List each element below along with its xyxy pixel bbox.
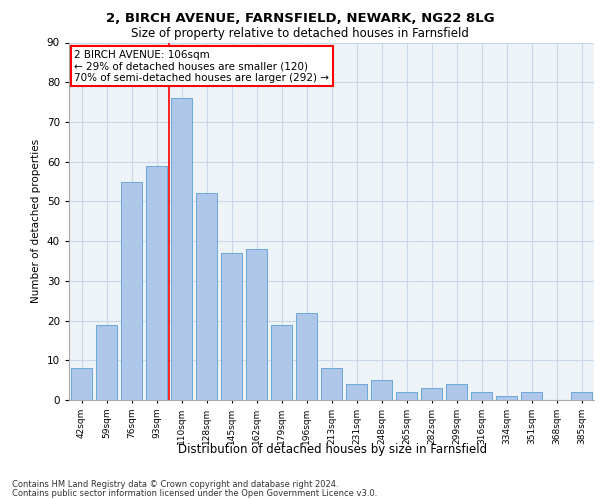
Bar: [146, 166, 167, 400]
Bar: [321, 368, 342, 400]
Bar: [371, 380, 392, 400]
Bar: [446, 384, 467, 400]
Bar: [471, 392, 492, 400]
Bar: [496, 396, 517, 400]
Bar: [96, 324, 117, 400]
Bar: [571, 392, 592, 400]
Bar: [346, 384, 367, 400]
Text: 2 BIRCH AVENUE: 106sqm
← 29% of detached houses are smaller (120)
70% of semi-de: 2 BIRCH AVENUE: 106sqm ← 29% of detached…: [74, 50, 329, 83]
Bar: [221, 253, 242, 400]
Bar: [121, 182, 142, 400]
Bar: [246, 249, 267, 400]
Bar: [421, 388, 442, 400]
Text: Contains HM Land Registry data © Crown copyright and database right 2024.: Contains HM Land Registry data © Crown c…: [12, 480, 338, 489]
Bar: [271, 324, 292, 400]
Text: Size of property relative to detached houses in Farnsfield: Size of property relative to detached ho…: [131, 28, 469, 40]
Text: 2, BIRCH AVENUE, FARNSFIELD, NEWARK, NG22 8LG: 2, BIRCH AVENUE, FARNSFIELD, NEWARK, NG2…: [106, 12, 494, 26]
Text: Contains public sector information licensed under the Open Government Licence v3: Contains public sector information licen…: [12, 488, 377, 498]
Bar: [171, 98, 192, 400]
Bar: [296, 312, 317, 400]
Y-axis label: Number of detached properties: Number of detached properties: [31, 139, 41, 304]
Text: Distribution of detached houses by size in Farnsfield: Distribution of detached houses by size …: [178, 442, 488, 456]
Bar: [196, 194, 217, 400]
Bar: [71, 368, 92, 400]
Bar: [396, 392, 417, 400]
Bar: [521, 392, 542, 400]
